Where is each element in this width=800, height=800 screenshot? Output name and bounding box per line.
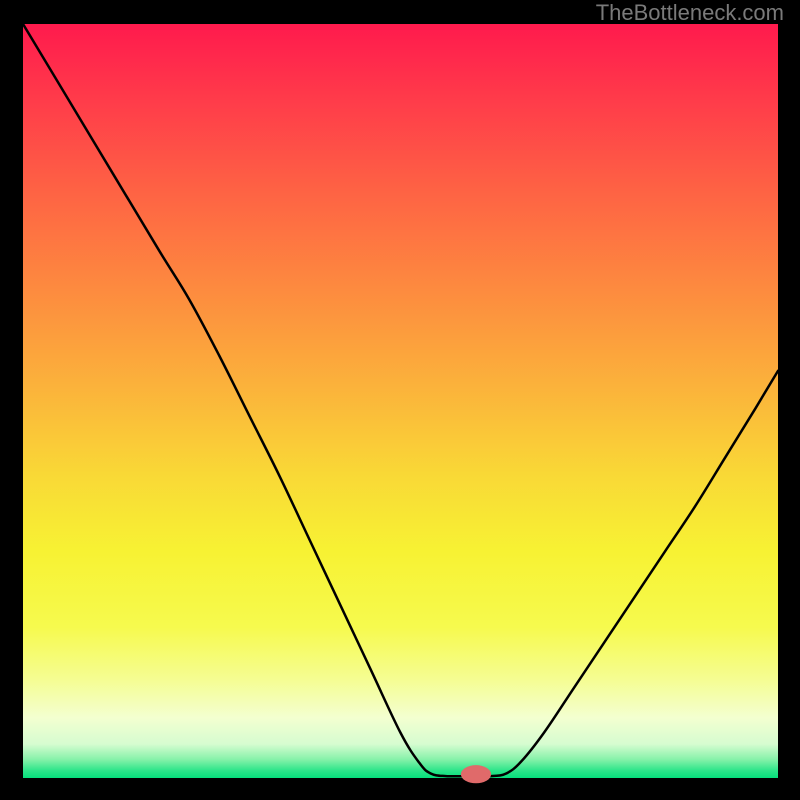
chart-svg <box>0 0 800 800</box>
watermark-text: TheBottleneck.com <box>596 0 784 26</box>
optimal-marker <box>461 765 491 783</box>
plot-area <box>23 24 778 778</box>
chart-frame: TheBottleneck.com <box>0 0 800 800</box>
